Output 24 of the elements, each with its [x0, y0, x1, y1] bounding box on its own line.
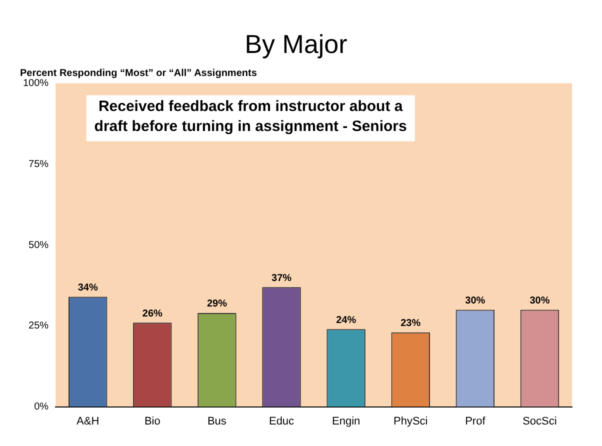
y-tick-label: 0%: [34, 402, 49, 413]
y-tick-label: 50%: [28, 240, 49, 251]
chart-subtitle: Percent Responding “Most” or “All” Assignments: [20, 68, 258, 79]
data-label: 30%: [465, 295, 486, 306]
x-tick-label: Prof: [465, 415, 486, 428]
data-label: 23%: [400, 318, 421, 330]
y-tick-label: 100%: [23, 78, 49, 89]
x-tick-label: Engin: [332, 415, 360, 428]
data-label: 26%: [142, 308, 163, 320]
data-label: 37%: [272, 272, 292, 284]
chart-title: By Major: [244, 28, 348, 59]
x-tick-label: A&H: [76, 415, 100, 428]
data-label: 30%: [530, 295, 550, 306]
x-tick-label: Bio: [144, 415, 160, 428]
y-tick-label: 25%: [28, 320, 49, 332]
x-tick-label: PhySci: [393, 415, 428, 428]
x-tick-label: SocSci: [522, 415, 557, 428]
y-tick-label: 75%: [28, 158, 49, 170]
x-tick-label: Educ: [268, 415, 295, 428]
x-tick-label: Bus: [207, 415, 227, 428]
data-label: 29%: [206, 298, 228, 310]
data-label: 34%: [78, 282, 98, 294]
annotation: Received feedback from instructor about a draft before turning in assignment - Seniors: [94, 98, 407, 135]
data-label: 24%: [336, 314, 356, 326]
